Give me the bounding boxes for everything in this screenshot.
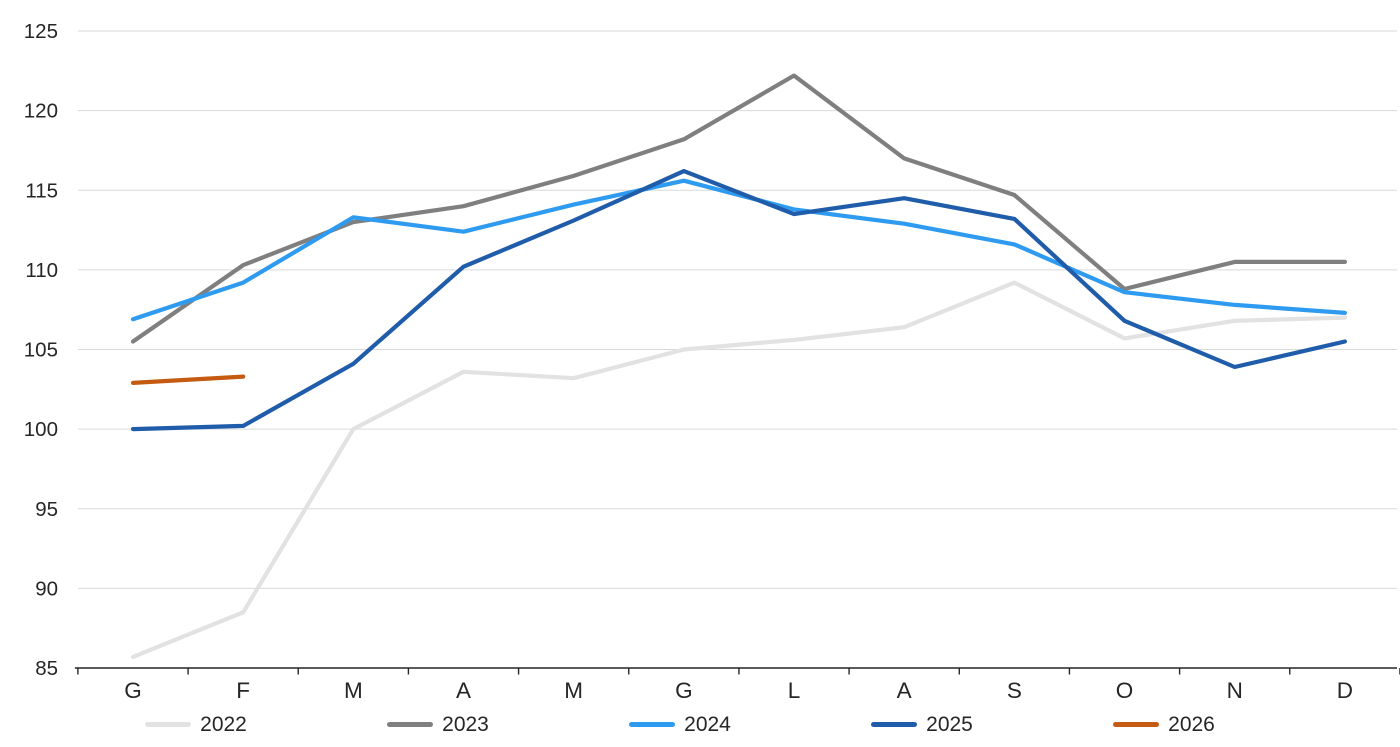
series-line-2025 — [130, 169, 1348, 432]
legend-label-2023: 2023 — [442, 712, 489, 736]
legend-swatch-2024 — [629, 721, 676, 727]
y-axis-tick-label: 85 — [35, 657, 58, 680]
y-axis-tick-label: 115 — [25, 179, 58, 202]
x-axis-tick-label: A — [897, 678, 912, 703]
x-axis-tick-label: L — [788, 678, 801, 703]
legend-item-2023: 2023 — [387, 714, 489, 735]
legend: 2022 2023 2024 2025 2026 — [75, 708, 1285, 740]
legend-swatch-2023 — [387, 721, 434, 727]
x-axis-tick-label: A — [456, 678, 471, 703]
x-axis-tick-label: G — [124, 678, 142, 703]
x-axis-tick-label: N — [1227, 678, 1243, 703]
legend-label-2022: 2022 — [200, 712, 247, 736]
series-line-2022 — [130, 280, 1348, 660]
y-axis-tick-label: 95 — [35, 498, 58, 521]
legend-swatch-2026 — [1113, 721, 1160, 727]
y-axis-tick-label: 110 — [25, 259, 58, 282]
legend-item-2022: 2022 — [145, 714, 247, 735]
axes — [74, 667, 1400, 675]
x-axis-tick-label: D — [1337, 678, 1353, 703]
series-line-2024 — [130, 178, 1348, 322]
y-axis-labels: 85 90 95 100 105 110 115 120 125 — [24, 20, 58, 680]
x-axis-tick-label: G — [675, 678, 693, 703]
gridlines — [77, 30, 1397, 589]
y-axis-tick-label: 125 — [24, 20, 58, 43]
legend-item-2026: 2026 — [1113, 714, 1215, 735]
series-line-2026 — [130, 374, 246, 385]
series-lines — [130, 73, 1348, 660]
legend-label-2024: 2024 — [684, 712, 731, 736]
x-axis-tick-label: M — [344, 678, 363, 703]
y-axis-tick-label: 120 — [24, 100, 58, 123]
legend-swatch-2022 — [145, 721, 192, 727]
legend-item-2025: 2025 — [871, 714, 973, 735]
x-axis-tick-label: S — [1007, 678, 1022, 703]
legend-swatch-2025 — [871, 721, 918, 727]
series-line-2023 — [130, 73, 1348, 344]
y-axis-tick-label: 90 — [35, 577, 58, 600]
legend-label-2025: 2025 — [926, 712, 973, 736]
y-axis-tick-label: 105 — [24, 339, 58, 362]
x-axis-tick-label: O — [1116, 678, 1134, 703]
x-axis-tick-label: F — [236, 678, 250, 703]
legend-label-2026: 2026 — [1168, 712, 1215, 736]
x-axis-tick-label: M — [564, 678, 583, 703]
y-axis-tick-label: 100 — [24, 418, 58, 441]
legend-item-2024: 2024 — [629, 714, 731, 735]
